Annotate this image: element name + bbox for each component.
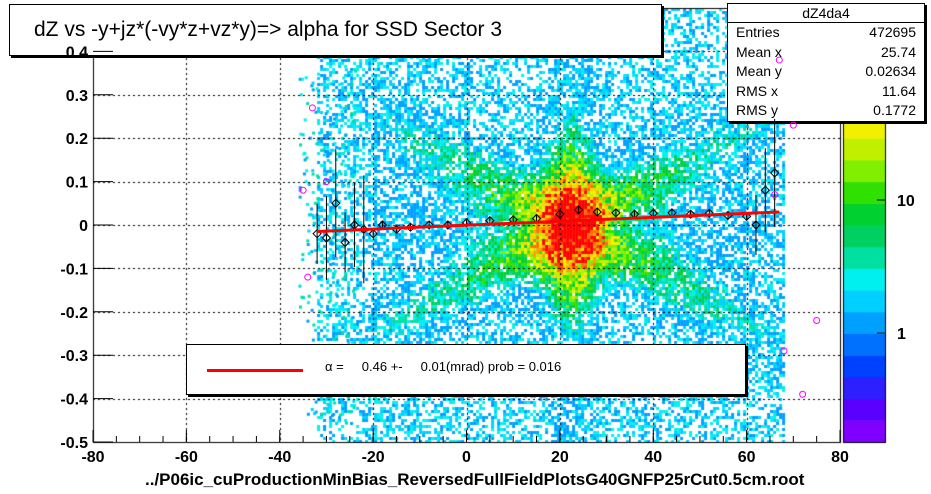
fit-legend: α = 0.46 +- 0.01(mrad) prob = 0.016 <box>186 344 746 395</box>
footer-filename: ../P06ic_cuProductionMinBias_ReversedFul… <box>145 470 805 489</box>
fit-legend-text: α = 0.46 +- 0.01(mrad) prob = 0.016 <box>325 359 562 374</box>
stats-value: 0.02634 <box>865 63 916 79</box>
stats-label: Mean y <box>736 63 782 79</box>
stats-value: 472695 <box>869 24 916 40</box>
stats-row-entries: Entries 472695 <box>728 23 924 43</box>
stats-label: Mean x <box>736 43 782 60</box>
stats-label: Entries <box>736 24 780 40</box>
stats-value: 11.64 <box>882 82 916 99</box>
stats-value: 25.74 <box>880 43 916 60</box>
stats-box: dZ4da4 Entries 472695 Mean x 25.74 Mean … <box>727 3 925 122</box>
chart-title-box: dZ vs -y+jz*(-vy*z+vz*y)=> alpha for SSD… <box>9 4 662 56</box>
stats-row-mean-y: Mean y 0.02634 <box>728 62 924 82</box>
stats-row-rms-y: RMS y 0.1772 <box>728 101 924 121</box>
stats-label: RMS y <box>736 102 778 118</box>
stats-row-rms-x: RMS x 11.64 <box>728 82 924 102</box>
chart-title: dZ vs -y+jz*(-vy*z+vz*y)=> alpha for SSD… <box>34 18 502 41</box>
fit-legend-line <box>207 369 303 372</box>
stats-row-mean-x: Mean x 25.74 <box>728 43 924 63</box>
stats-value: 0.1772 <box>873 102 916 118</box>
stats-label: RMS x <box>736 82 778 99</box>
stats-name: dZ4da4 <box>728 4 924 23</box>
